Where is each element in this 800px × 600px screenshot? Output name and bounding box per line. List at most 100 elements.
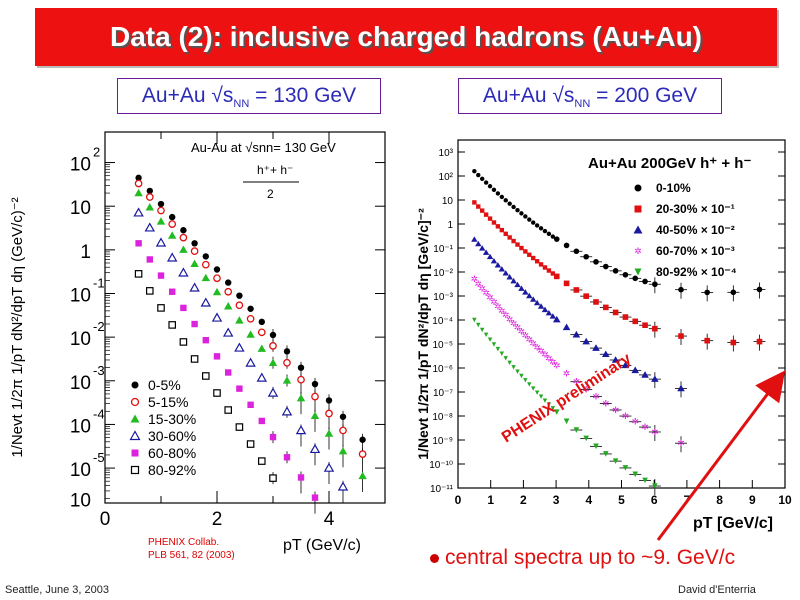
data-point xyxy=(296,393,306,402)
data-point xyxy=(475,240,482,247)
data-point xyxy=(526,292,533,299)
data-point: ✲ xyxy=(510,319,518,329)
data-point xyxy=(498,266,506,272)
data-point xyxy=(297,375,305,384)
data-point xyxy=(522,289,529,295)
data-point: ✲ xyxy=(545,353,553,363)
energy-label-200-post: = 200 GeV xyxy=(590,84,698,107)
data-point xyxy=(562,323,571,331)
data-point xyxy=(542,398,548,403)
data-point xyxy=(573,287,580,293)
data-point: ✲ xyxy=(478,284,486,294)
data-point xyxy=(476,204,481,209)
reference: PHENIX Collab. PLB 561, 82 (2003) xyxy=(148,536,235,562)
y-tick-exponent: -2 xyxy=(93,319,105,334)
data-point xyxy=(212,287,222,296)
formula-numerator: h⁺+ h⁻ xyxy=(257,163,293,177)
data-point xyxy=(506,274,513,280)
data-point xyxy=(479,176,485,182)
x-tick-label: 6 xyxy=(651,493,658,507)
data-point xyxy=(546,231,552,237)
legend-marker xyxy=(634,268,642,276)
data-point xyxy=(472,317,477,323)
x-axis-label: pT [GeV/c] xyxy=(693,515,773,532)
y-tick-label: 10 xyxy=(70,198,91,219)
y-tick-exponent: -1 xyxy=(93,275,105,290)
y-tick-label: 10⁻⁹ xyxy=(432,436,453,447)
data-point xyxy=(258,457,266,465)
data-point xyxy=(282,376,292,384)
data-point xyxy=(503,231,508,237)
data-point xyxy=(507,235,512,240)
data-point: ✲ xyxy=(573,377,581,387)
data-point xyxy=(519,211,524,216)
data-point xyxy=(495,224,501,229)
data-point xyxy=(534,390,540,395)
data-point xyxy=(499,351,505,356)
data-point xyxy=(202,336,209,344)
data-point xyxy=(224,287,233,296)
y-axis-label: 1/Nevt 1/2π 1/pT dN²/dpT dη (GeV/c)⁻² xyxy=(9,197,26,457)
data-point xyxy=(612,268,619,274)
data-point xyxy=(337,481,349,491)
legend-label: 80-92% × 10⁻⁴ xyxy=(656,265,737,279)
data-point xyxy=(146,287,154,295)
data-point: ✲ xyxy=(529,338,537,348)
data-point xyxy=(546,402,552,407)
y-tick-label: 10⁻¹⁰ xyxy=(429,460,453,471)
data-point xyxy=(756,338,763,345)
energy-label-130-sub: NN xyxy=(233,98,250,111)
data-point xyxy=(246,440,255,448)
data-point xyxy=(511,365,516,370)
legend-marker xyxy=(129,430,141,441)
data-point xyxy=(225,369,232,376)
data-point xyxy=(531,220,536,225)
data-point xyxy=(514,281,521,288)
data-point xyxy=(359,436,366,443)
data-point xyxy=(651,375,659,382)
data-point xyxy=(632,471,639,478)
legend-label: 0-5% xyxy=(148,377,181,393)
data-point xyxy=(339,426,347,435)
bullet-item: central spectra up to ~9. GeV/c xyxy=(430,546,735,570)
data-point xyxy=(190,247,199,256)
x-tick-label: 0 xyxy=(100,509,111,530)
data-point: ✲ xyxy=(526,335,534,345)
data-point xyxy=(515,208,520,213)
data-point xyxy=(191,240,198,247)
data-point xyxy=(534,259,540,264)
data-point xyxy=(487,216,493,221)
data-point: ✲ xyxy=(549,357,557,367)
data-point: ✲ xyxy=(522,331,530,341)
data-point xyxy=(632,318,639,325)
data-point: ✲ xyxy=(592,392,600,402)
data-point xyxy=(323,462,335,472)
data-point xyxy=(545,309,553,316)
data-point: ✲ xyxy=(498,306,506,316)
data-point xyxy=(135,240,142,247)
legend-marker xyxy=(131,381,139,389)
data-point xyxy=(168,220,177,228)
data-point xyxy=(652,483,658,489)
x-tick-label: 5 xyxy=(618,493,625,507)
data-point: ✲ xyxy=(651,427,659,437)
data-point xyxy=(527,217,532,222)
data-point xyxy=(478,245,486,251)
data-point xyxy=(603,451,609,457)
data-point xyxy=(678,333,684,339)
data-point xyxy=(472,200,477,205)
legend-marker xyxy=(634,205,642,213)
title-bar: Data (2): inclusive charged hadrons (Au+… xyxy=(35,8,777,66)
data-point xyxy=(511,204,516,210)
data-point xyxy=(202,253,209,260)
y-tick-label: 10⁻⁵ xyxy=(432,340,453,351)
y-tick-label: 10⁻² xyxy=(433,268,453,279)
data-point: ✲ xyxy=(502,310,510,320)
data-point xyxy=(168,231,177,239)
data-point xyxy=(178,267,189,277)
data-point xyxy=(563,418,570,425)
data-point xyxy=(155,237,167,247)
data-point xyxy=(546,268,552,273)
data-point xyxy=(281,406,293,416)
data-point xyxy=(542,228,548,234)
